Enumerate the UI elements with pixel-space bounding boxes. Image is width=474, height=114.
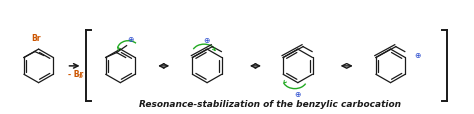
Text: $\oplus$: $\oplus$	[127, 35, 135, 44]
Text: Resonance-stabilization of the benzylic carbocation: Resonance-stabilization of the benzylic …	[139, 99, 401, 108]
Text: $\oplus$: $\oplus$	[414, 50, 421, 59]
Text: Br: Br	[31, 33, 41, 42]
Text: $\ominus$: $\ominus$	[77, 71, 84, 79]
Text: $\oplus$: $\oplus$	[294, 89, 301, 98]
Text: $\oplus$: $\oplus$	[203, 35, 211, 44]
Text: - Br: - Br	[69, 69, 84, 78]
